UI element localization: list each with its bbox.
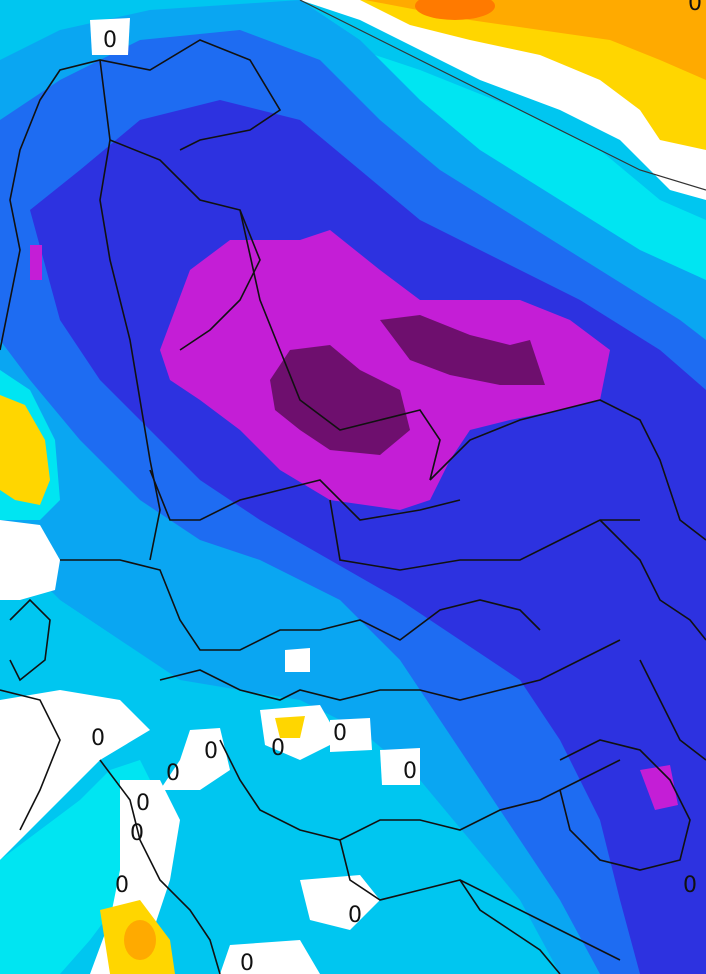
contour-label: 0 — [130, 821, 144, 846]
contour-label: 0 — [688, 0, 702, 16]
balkan-white-patch-4 — [285, 648, 310, 672]
south-white-patch — [300, 875, 380, 930]
russia-kazakh-border — [429, 399, 706, 541]
contour-labels: 0 0 0 0 0 0 0 0 0 0 0 0 0 0 — [91, 0, 702, 974]
italy-orange-core — [124, 920, 156, 960]
far-south-white-patch — [220, 940, 320, 974]
italy-outline — [99, 759, 221, 974]
magenta-patch-west — [30, 245, 42, 280]
finland-border — [109, 139, 261, 351]
uk-outline — [9, 598, 51, 682]
warm-zone-orange — [365, 0, 706, 80]
baltic-coast — [149, 469, 461, 521]
contour-label: 0 — [115, 873, 129, 898]
scandinavia-inner — [99, 59, 161, 561]
north-white-patch — [90, 18, 130, 55]
contour-label: 0 — [271, 736, 285, 761]
balkan-white-patch-2 — [330, 718, 372, 752]
southwest-white-zone — [0, 690, 150, 860]
iberia-outline — [0, 689, 61, 831]
west-yellow-zone — [0, 395, 50, 505]
central-europe-2 — [159, 639, 621, 701]
black-sea-coast — [559, 739, 691, 871]
contour-label: 0 — [333, 721, 347, 746]
ukraine-north — [329, 499, 640, 571]
balkan-yellow-patch — [275, 716, 305, 738]
warm-zone-dark-orange — [415, 0, 495, 20]
contour-label: 0 — [240, 951, 254, 974]
aegean-coast — [459, 879, 561, 974]
adriatic-white-patch — [160, 728, 230, 790]
magenta-patch-southeast — [640, 765, 678, 810]
russia-west-border — [239, 209, 441, 481]
contour-label: 0 — [91, 726, 105, 751]
contour-line-north — [299, 0, 706, 191]
west-white-edge — [0, 520, 60, 600]
contour-label: 0 — [348, 903, 362, 928]
dark-purple-core-2 — [380, 315, 545, 385]
east-border-1 — [599, 519, 706, 641]
east-border-2 — [639, 659, 706, 761]
contour-label: 0 — [683, 873, 697, 898]
central-europe-1 — [60, 559, 541, 651]
magenta-zone — [160, 230, 610, 510]
contour-label: 0 — [136, 791, 150, 816]
contour-label: 0 — [103, 28, 117, 53]
contour-label: 0 — [204, 739, 218, 764]
balkans-1 — [219, 739, 621, 841]
balkan-white-patch-3 — [380, 748, 420, 785]
contour-label: 0 — [403, 759, 417, 784]
dark-purple-core-1 — [270, 345, 410, 455]
contour-label: 0 — [166, 761, 180, 786]
